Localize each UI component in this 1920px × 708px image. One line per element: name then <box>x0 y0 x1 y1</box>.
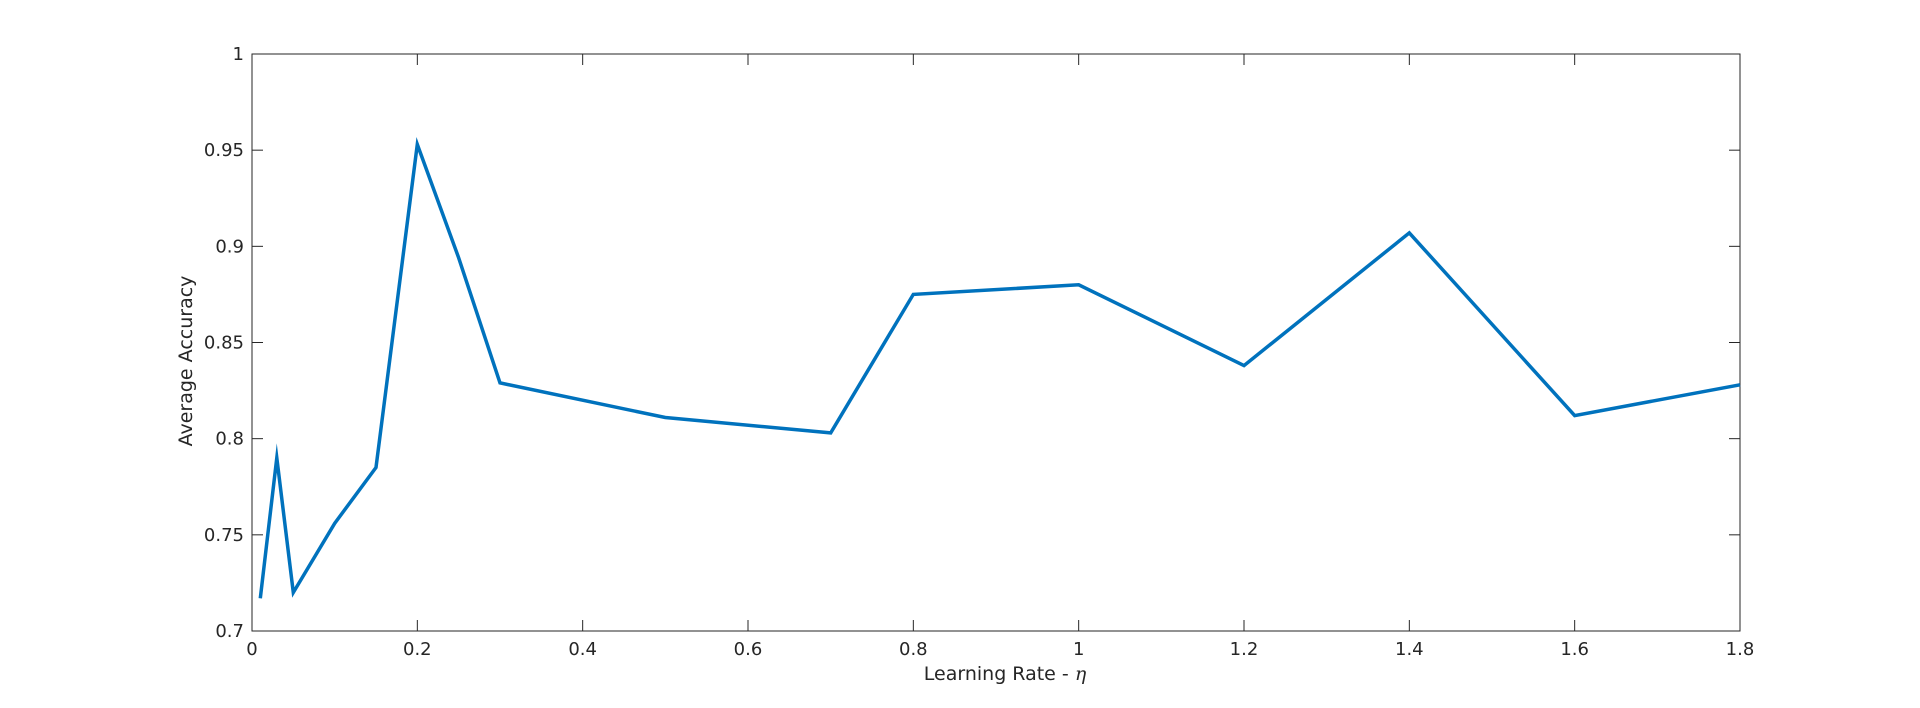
x-tick-label: 1.6 <box>1560 639 1589 660</box>
x-tick-label: 0 <box>246 639 257 660</box>
x-axis-label-symbol: η <box>1075 663 1087 685</box>
series-line-0 <box>258 137 1741 599</box>
y-tick-label: 0.95 <box>204 140 244 161</box>
x-tick-label: 1.2 <box>1230 639 1259 660</box>
y-tick-label: 0.9 <box>215 236 244 257</box>
x-tick-label: 1 <box>1073 639 1084 660</box>
x-tick-label: 0.6 <box>734 639 763 660</box>
y-tick-label: 0.85 <box>204 333 244 354</box>
y-tick-label: 0.8 <box>215 429 244 450</box>
x-tick-label: 0.2 <box>403 639 432 660</box>
x-tick-label: 1.4 <box>1395 639 1424 660</box>
plot-area-box <box>251 53 1741 632</box>
x-tick-label: 0.4 <box>568 639 597 660</box>
y-tick-label: 1 <box>233 44 244 65</box>
y-tick-label: 0.75 <box>204 525 244 546</box>
axes <box>251 53 1741 632</box>
x-tick-label: 0.8 <box>899 639 928 660</box>
ticks: 0 0.2 0.4 0.6 0.8 1 1.2 1.4 1.6 1.8 0.7 0.75 0.8 0.85… <box>204 44 1754 660</box>
x-tick-label: 1.8 <box>1726 639 1755 660</box>
x-axis-label: Learning Rate - η <box>924 663 1087 685</box>
y-axis-label: Average Accuracy <box>175 276 197 447</box>
series-group <box>258 137 1741 599</box>
x-axis-label-text: Learning Rate - <box>924 663 1075 685</box>
y-tick-label: 0.7 <box>215 621 244 642</box>
